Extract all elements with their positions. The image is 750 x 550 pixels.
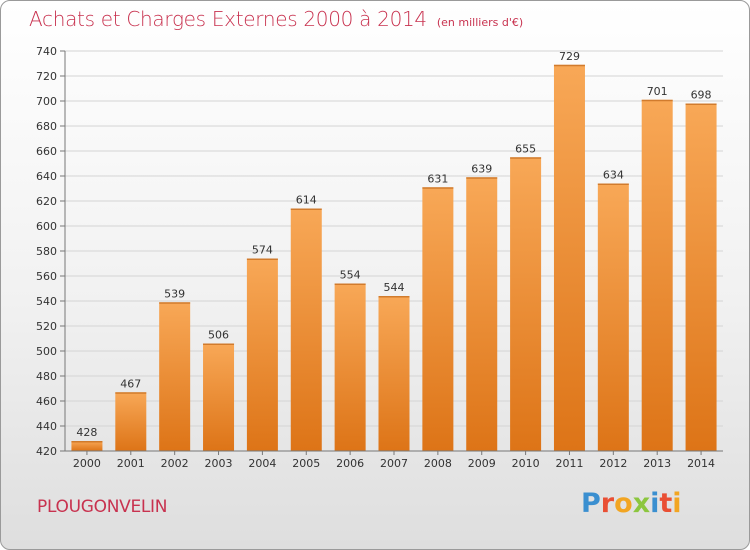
bar-top-edge [203,343,235,345]
x-tick-label: 2009 [468,457,496,470]
logo-letter: P [581,488,601,519]
data-label: 544 [384,281,405,294]
bar-top-edge [685,103,717,105]
axes [64,51,723,452]
y-tick-label: 640 [36,170,57,183]
bar [422,187,454,451]
x-tick-label: 2005 [292,457,320,470]
unit-label: (en milliers d'€) [436,16,524,29]
bar [115,392,147,451]
bar-top-edge [510,157,542,159]
bar [597,183,629,451]
logo-letter: i [672,488,682,519]
bar [246,258,278,451]
x-tick-label: 2011 [555,457,583,470]
bar-top-edge [641,99,673,102]
x-tick-label: 2003 [205,457,233,470]
y-tick-label: 520 [36,320,57,333]
x-tick-label: 2012 [599,457,627,470]
data-label: 698 [691,89,712,102]
bar [71,441,103,451]
data-label: 639 [471,162,492,175]
bar [466,177,498,451]
y-tick-label: 740 [36,45,57,58]
data-label: 729 [559,50,580,63]
bar [203,343,235,451]
data-label: 428 [76,426,97,439]
y-tick-label: 680 [36,120,57,133]
data-label: 574 [252,244,273,257]
bars [71,64,717,451]
logo-letter: x [632,488,651,519]
bar [553,64,585,451]
data-label: 655 [515,142,536,155]
bar-top-edge [422,187,454,189]
y-tick-label: 500 [36,345,57,358]
x-tick-label: 2004 [248,457,276,470]
x-tick-label: 2006 [336,457,364,470]
data-label: 506 [208,329,229,342]
y-tick-label: 580 [36,245,57,258]
data-label: 614 [296,194,317,207]
bar [378,296,410,451]
data-label: 554 [340,269,361,282]
x-tick-label: 2001 [117,457,145,470]
logo-letter: o [614,488,633,519]
bar-top-edge [553,64,585,67]
x-tick-label: 2000 [73,457,101,470]
logo-letter: t [659,488,673,519]
logo-letter: i [650,488,660,519]
chart-title-block: Achats et Charges Externes 2000 à 2014 (e… [29,7,523,31]
data-label: 634 [603,169,624,182]
bar-top-edge [597,183,629,185]
x-axis-ticks: 2000 2001 2002 2003 2004 2005 2006 2007 2008 2009… [73,451,715,470]
bar [685,103,717,451]
data-label: 539 [164,287,185,300]
y-tick-label: 700 [36,95,57,108]
bar-top-edge [466,177,498,179]
logo-letter: r [600,488,615,519]
y-tick-label: 460 [36,395,57,408]
x-tick-label: 2008 [424,457,452,470]
bar-top-edge [334,283,366,285]
y-tick-label: 540 [36,295,57,308]
data-labels: 428 467 539 506 574 614 554 544 631 639 655 729 634 7… [76,50,711,439]
bar-top-edge [159,302,191,304]
chart-title: Achats et Charges Externes 2000 à 2014 [29,7,427,31]
y-tick-label: 560 [36,270,57,283]
x-tick-label: 2013 [643,457,671,470]
data-label: 701 [647,85,668,98]
bar [334,283,366,451]
bar [641,99,673,451]
y-tick-label: 720 [36,70,57,83]
bar-top-edge [378,296,410,298]
y-tick-label: 440 [36,420,57,433]
bar [159,302,191,451]
bar [290,208,322,451]
y-tick-label: 600 [36,220,57,233]
y-tick-label: 620 [36,195,57,208]
bar [510,157,542,451]
y-tick-label: 660 [36,145,57,158]
y-tick-label: 480 [36,370,57,383]
x-tick-label: 2010 [512,457,540,470]
commune-name: PLOUGONVELIN [37,497,168,517]
x-tick-label: 2014 [687,457,715,470]
bar-top-edge [246,258,278,260]
bar-top-edge [290,208,322,210]
y-tick-label: 420 [36,445,57,458]
x-tick-label: 2002 [161,457,189,470]
proxiti-logo: Proxiti [581,488,682,519]
bar-top-edge [71,441,103,443]
x-tick-label: 2007 [380,457,408,470]
data-label: 467 [120,377,141,390]
data-label: 631 [427,172,448,185]
bar-top-edge [115,392,147,394]
y-axis-ticks: 420 440 460 480 500 520 540 560 580 600 620 640 660 6… [36,45,65,458]
